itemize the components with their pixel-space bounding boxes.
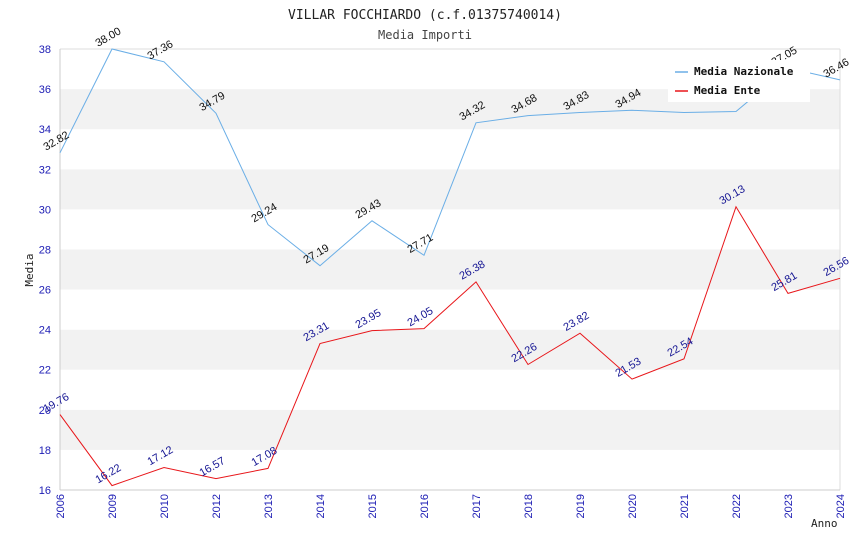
chart-subtitle: Media Importi <box>378 28 472 42</box>
grid-band <box>60 249 840 290</box>
y-tick-label: 26 <box>39 285 51 297</box>
series-line-ente <box>59 205 841 487</box>
y-tick-label: 16 <box>39 485 51 497</box>
legend-label-nazionale: Media Nazionale <box>694 65 794 78</box>
series-line-nazionale <box>59 48 841 267</box>
x-tick-label: 2023 <box>783 494 795 518</box>
x-axis-label: Anno <box>811 517 838 530</box>
x-tick-label: 2017 <box>471 494 483 518</box>
y-tick-label: 34 <box>39 124 51 136</box>
grid-band <box>60 449 840 490</box>
legend-box <box>668 60 810 102</box>
y-tick-label: 38 <box>39 44 51 56</box>
grid-bands <box>60 49 840 490</box>
x-tick-label: 2006 <box>55 494 67 518</box>
x-tick-label: 2022 <box>731 494 743 518</box>
x-tick-label: 2012 <box>211 494 223 518</box>
grid-band <box>60 209 840 250</box>
y-tick-label: 36 <box>39 84 51 96</box>
y-tick-label: 32 <box>39 164 51 176</box>
y-tick-label: 28 <box>39 244 51 256</box>
y-tick-label: 24 <box>39 325 51 337</box>
x-tick-label: 2010 <box>159 494 171 518</box>
x-tick-label: 2013 <box>263 494 275 518</box>
x-tick-label: 2016 <box>419 494 431 518</box>
chart-title: VILLAR FOCCHIARDO (c.f.01375740014) <box>288 8 562 23</box>
legend: Media Nazionale Media Ente <box>668 60 810 102</box>
grid-band <box>60 289 840 330</box>
x-tick-label: 2020 <box>627 494 639 518</box>
y-tick-label: 18 <box>39 445 51 457</box>
y-axis-label: Media <box>23 253 36 286</box>
x-tick-label: 2014 <box>315 494 327 518</box>
grid-band <box>60 129 840 170</box>
data-label-nazionale: 38.00 <box>94 25 124 49</box>
legend-label-ente: Media Ente <box>694 84 761 97</box>
y-axis-ticks: 16 18 20 22 24 26 28 30 32 34 36 38 <box>39 44 51 497</box>
x-tick-label: 2021 <box>679 494 691 518</box>
x-tick-label: 2018 <box>523 494 535 518</box>
grid-band <box>60 369 840 410</box>
grid-band <box>60 409 840 450</box>
grid-band <box>60 329 840 370</box>
y-tick-label: 20 <box>39 405 51 417</box>
x-axis-ticks: 2006 2009 2010 2012 2013 2014 2015 2016 2017 2018… <box>55 494 847 518</box>
x-tick-label: 2024 <box>835 494 847 518</box>
x-tick-label: 2009 <box>107 494 119 518</box>
y-tick-label: 30 <box>39 204 51 216</box>
y-tick-label: 22 <box>39 365 51 377</box>
plot-frame <box>59 48 841 491</box>
x-tick-label: 2019 <box>575 494 587 518</box>
x-tick-label: 2015 <box>367 494 379 518</box>
